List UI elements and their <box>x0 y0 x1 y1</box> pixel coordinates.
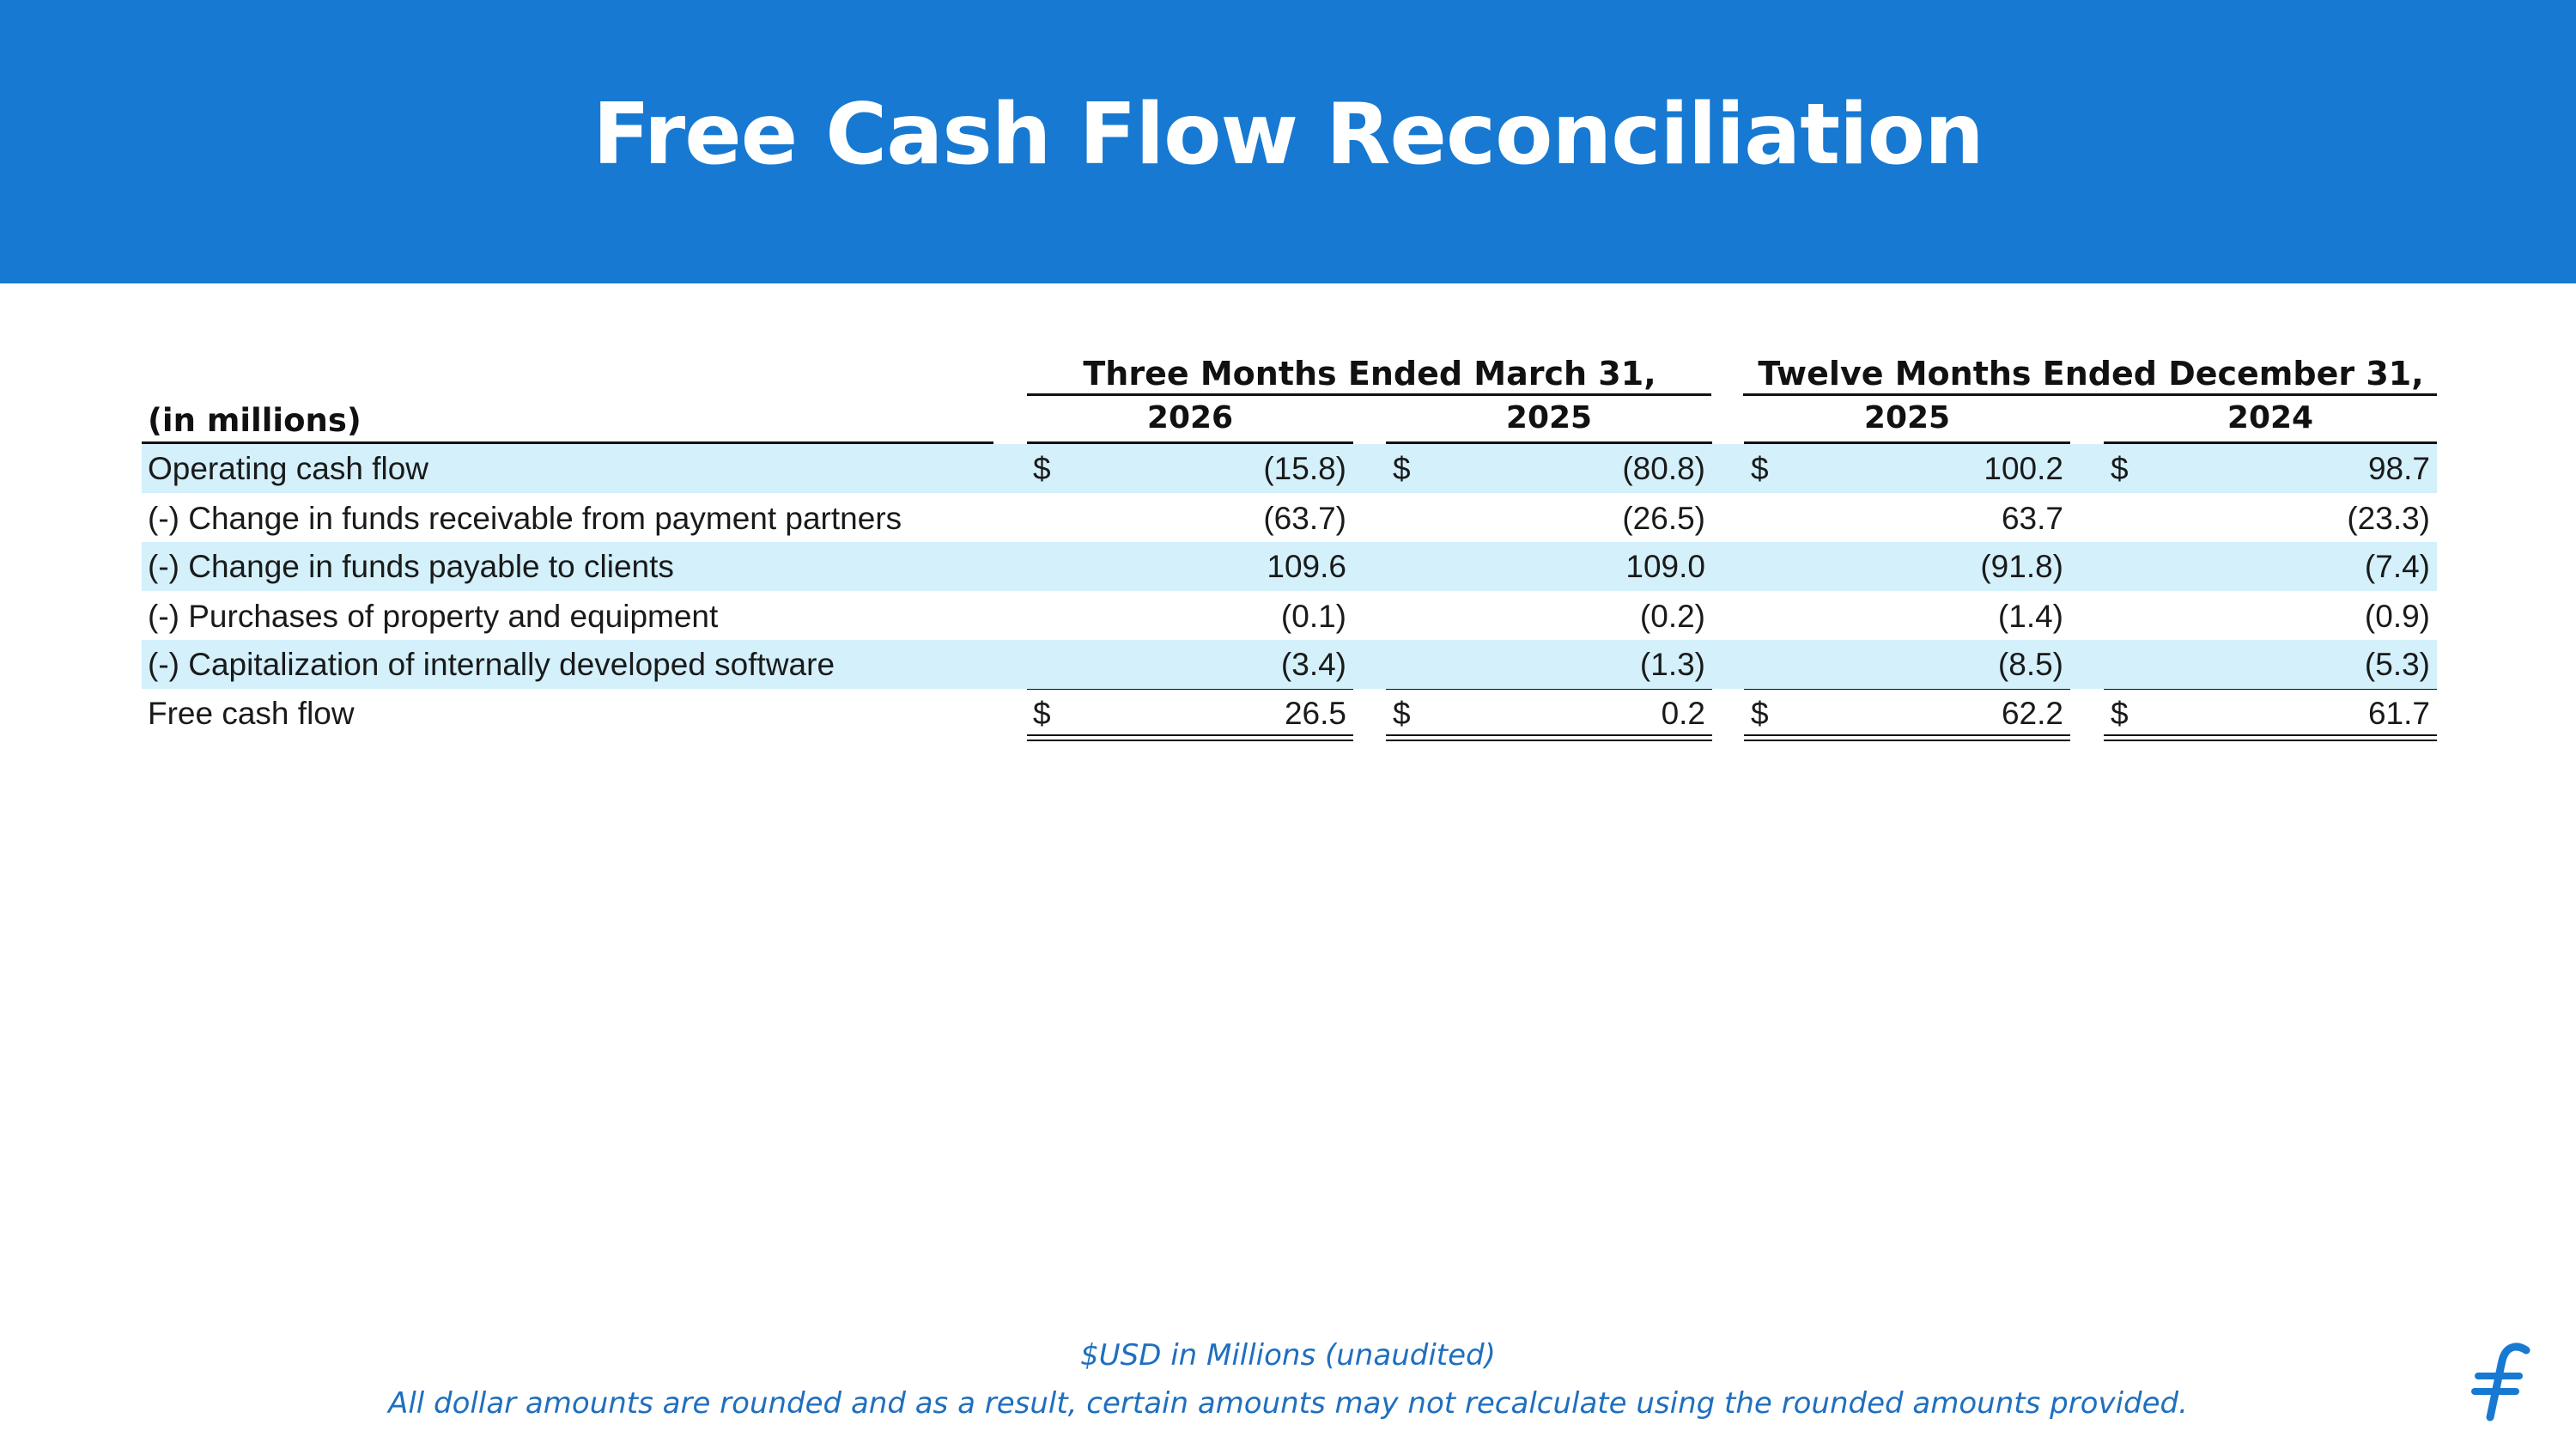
double-underline <box>2104 734 2437 736</box>
row-label: Operating cash flow <box>148 451 429 486</box>
double-underline <box>1386 740 1712 741</box>
header-rule <box>1744 441 2070 444</box>
row-label: (-) Change in funds receivable from paym… <box>148 501 902 536</box>
table-cell-value: 98.7 <box>2367 451 2430 486</box>
table-cell-value: 63.7 <box>2001 501 2063 536</box>
dollar-sign: $ <box>1033 696 1051 731</box>
header-rule <box>142 441 993 444</box>
dollar-sign: $ <box>2111 451 2129 486</box>
table-cell-value: (1.4) <box>1997 599 2063 634</box>
year-header: 2025 <box>1505 400 1593 435</box>
title-banner: Free Cash Flow Reconciliation <box>0 0 2576 283</box>
row-label: Free cash flow <box>148 696 355 731</box>
table-cell-value: (0.9) <box>2364 599 2430 634</box>
row-label: (-) Change in funds payable to clients <box>148 549 674 584</box>
table-cell-value: (3.4) <box>1280 647 1346 682</box>
header-rule <box>1386 441 1712 444</box>
row-label: (-) Capitalization of internally develop… <box>148 647 835 682</box>
table-cell-value: 109.0 <box>1625 549 1705 584</box>
table-cell-value: (80.8) <box>1622 451 1705 486</box>
table-cell-value: (5.3) <box>2364 647 2430 682</box>
table-cell-value: 61.7 <box>2367 696 2430 731</box>
header-rule <box>2104 441 2437 444</box>
table-cell-value: (1.3) <box>1639 647 1705 682</box>
rounding-disclaimer: All dollar amounts are rounded and as a … <box>388 1386 2188 1421</box>
table-cell-value: (8.5) <box>1997 647 2063 682</box>
row-label: (-) Purchases of property and equipment <box>148 599 719 634</box>
double-underline <box>1744 734 2070 736</box>
table-cell-value: (26.5) <box>1622 501 1705 536</box>
double-underline <box>1386 734 1712 736</box>
table-cell-value: (0.2) <box>1639 599 1705 634</box>
table-cell-value: (63.7) <box>1263 501 1346 536</box>
table-cell-value: (23.3) <box>2347 501 2430 536</box>
table-row-band <box>142 444 2437 493</box>
period-underline <box>1027 393 1711 396</box>
year-header: 2025 <box>1863 400 1951 435</box>
table-cell-value: (0.1) <box>1280 599 1346 634</box>
table-cell-value: (15.8) <box>1263 451 1346 486</box>
table-cell-value: 100.2 <box>1984 451 2063 486</box>
dollar-sign: $ <box>1393 451 1411 486</box>
double-underline <box>1744 740 2070 741</box>
table-cell-value: (7.4) <box>2364 549 2430 584</box>
table-cell-value: (91.8) <box>1980 549 2063 584</box>
dollar-sign: $ <box>1393 696 1411 731</box>
year-header: 2026 <box>1146 400 1234 435</box>
free-cash-flow-table: Three Months Ended March 31, Twelve Mont… <box>142 355 2437 741</box>
period-header-twelve-months: Twelve Months Ended December 31, <box>1758 355 2424 393</box>
period-header-three-months: Three Months Ended March 31, <box>1083 355 1656 393</box>
table-cell-value: 26.5 <box>1284 696 1346 731</box>
table-cell-value: 109.6 <box>1267 549 1346 584</box>
table-cell-value: 0.2 <box>1661 696 1705 731</box>
double-underline <box>2104 740 2437 741</box>
year-header: 2024 <box>2227 400 2314 435</box>
units-label: (in millions) <box>148 402 361 439</box>
dollar-sign: $ <box>1033 451 1051 486</box>
table-row-band <box>142 640 2437 689</box>
table-row-band <box>142 542 2437 591</box>
dollar-sign: $ <box>1751 696 1769 731</box>
dollar-sign: $ <box>1751 451 1769 486</box>
dollar-sign: $ <box>2111 696 2129 731</box>
double-underline <box>1027 740 1353 741</box>
period-underline <box>1743 393 2437 396</box>
double-underline <box>1027 734 1353 736</box>
header-rule <box>1027 441 1353 444</box>
table-cell-value: 62.2 <box>2001 696 2063 731</box>
currency-note: $USD in Millions (unaudited) <box>1080 1338 1496 1373</box>
page-title: Free Cash Flow Reconciliation <box>592 86 1984 184</box>
brand-logo-icon <box>2471 1342 2530 1422</box>
